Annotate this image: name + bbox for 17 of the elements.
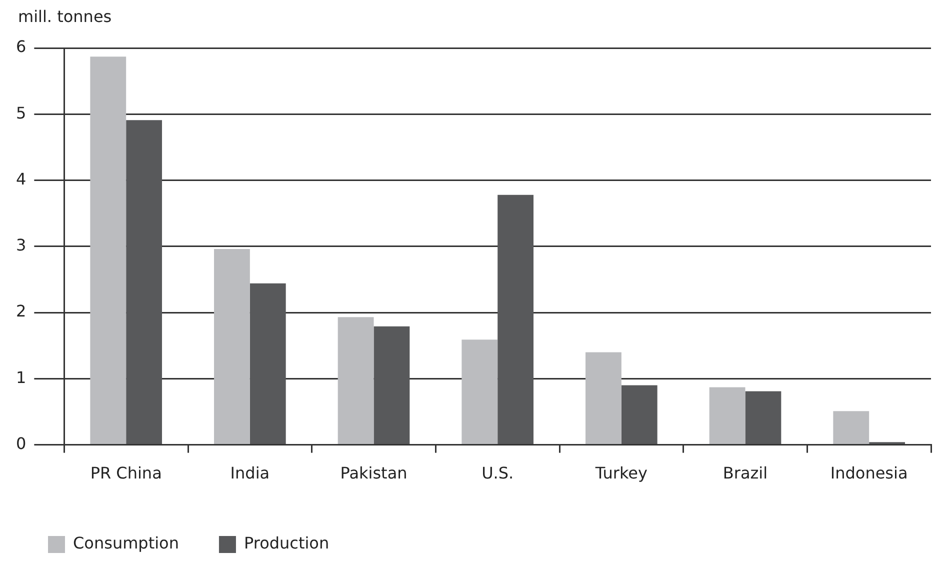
- x-tick-label: Pakistan: [340, 464, 408, 483]
- y-tick-label: 2: [16, 302, 26, 321]
- y-tick-label: 1: [16, 368, 26, 387]
- x-tick-label: U.S.: [482, 464, 514, 483]
- x-tick-label: PR China: [90, 464, 162, 483]
- y-tick-label: 6: [16, 37, 26, 56]
- x-tick-label: Brazil: [722, 464, 768, 483]
- y-tick-label: 4: [16, 169, 26, 188]
- y-tick-label: 5: [16, 103, 26, 122]
- legend-label: Production: [244, 534, 330, 553]
- y-axis-title: mill. tonnes: [18, 7, 112, 26]
- x-tick-label: India: [230, 464, 270, 483]
- legend-label: Consumption: [73, 534, 179, 553]
- x-tick-label: Turkey: [594, 464, 648, 483]
- y-tick-label: 0: [16, 434, 26, 453]
- y-tick-label: 3: [16, 236, 26, 255]
- x-tick-label: Indonesia: [830, 464, 908, 483]
